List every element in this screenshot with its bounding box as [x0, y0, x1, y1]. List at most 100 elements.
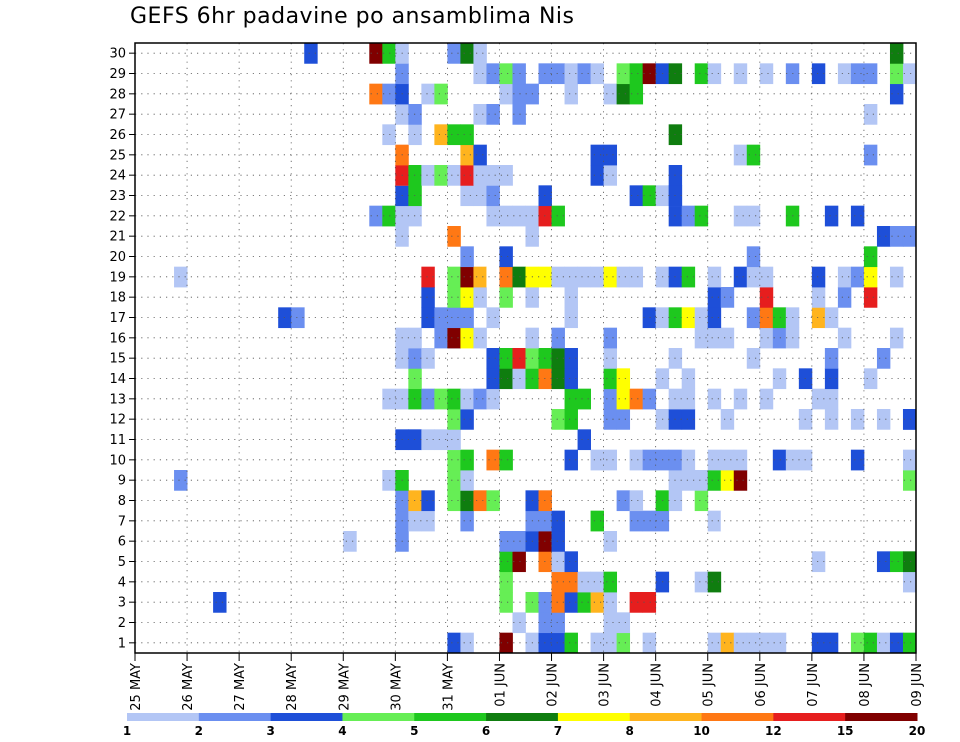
grid-lines [135, 43, 916, 653]
x-tick-label: 28 MAY [285, 663, 300, 711]
heatmap-cell [772, 307, 787, 329]
heatmap-cell [447, 632, 461, 654]
y-tick-label: 13 [109, 392, 126, 407]
heatmap-cell [824, 632, 839, 654]
chart-title: GEFS 6hr padavine po ansamblima Nis [130, 4, 575, 29]
y-tick-label: 3 [118, 596, 126, 611]
heatmap-cell [486, 490, 500, 512]
heatmap-cell [382, 124, 396, 146]
heatmap-cell [460, 490, 474, 512]
heatmap-cell [707, 510, 722, 532]
heatmap-cell [434, 165, 448, 186]
heatmap-cell [499, 571, 513, 593]
heatmap-cell [499, 83, 513, 105]
colorbar-swatch [557, 713, 631, 721]
heatmap-cell [499, 246, 513, 268]
heatmap-cell [681, 388, 696, 410]
heatmap-cell [811, 266, 826, 288]
y-tick-label: 15 [109, 352, 126, 367]
heatmap-cell [772, 368, 787, 390]
heatmap-cell [681, 449, 696, 471]
heatmap-cell [746, 144, 761, 166]
heatmap-cell [473, 165, 487, 186]
y-axis: 1234567891011121314151617181920212223242… [109, 47, 135, 651]
heatmap-cell [603, 531, 618, 552]
heatmap-cell [590, 592, 604, 613]
heatmap-cell [473, 104, 487, 125]
heatmap-cell [694, 307, 709, 329]
heatmap-cell [811, 63, 826, 85]
colorbar-label: 7 [554, 724, 562, 738]
heatmap-cell [486, 388, 500, 410]
heatmap-cell [512, 551, 526, 573]
heatmap-cell [421, 287, 435, 308]
heatmap-cell [460, 510, 474, 532]
heatmap-cell [850, 266, 865, 288]
heatmap-cell [629, 185, 644, 207]
heatmap-cell [603, 165, 618, 186]
heatmap-cell [512, 348, 526, 369]
heatmap-cell [863, 144, 878, 166]
heatmap-cell [369, 83, 383, 105]
y-tick-label: 23 [109, 189, 126, 204]
heatmap-cell [863, 266, 878, 288]
heatmap-cell [564, 592, 578, 613]
heatmap-cell [577, 592, 591, 613]
heatmap-cell [551, 551, 565, 573]
heatmap-cell [746, 266, 761, 288]
heatmap-cell [460, 287, 474, 308]
heatmap-cell [473, 63, 487, 85]
heatmap-cell [694, 327, 709, 349]
heatmap-cell [590, 449, 604, 471]
heatmap-cell [720, 287, 735, 308]
heatmap-cell [772, 632, 787, 654]
heatmap-cell [499, 632, 513, 654]
heatmap-cell [616, 409, 631, 430]
y-tick-label: 26 [109, 128, 126, 143]
heatmap-cell [720, 470, 735, 491]
heatmap-cell [512, 266, 526, 288]
heatmap-cell [876, 348, 891, 369]
heatmap-cell [460, 165, 474, 186]
heatmap-cell [733, 205, 748, 227]
heatmap-cell [642, 592, 657, 613]
heatmap-cell [512, 83, 526, 105]
y-tick-label: 29 [109, 67, 126, 82]
heatmap-cell [447, 307, 461, 329]
heatmap-cell [707, 388, 722, 410]
x-tick-label: 31 MAY [441, 663, 456, 711]
heatmap-cell [733, 449, 748, 471]
heatmap-cell [902, 409, 917, 430]
heatmap-cell [590, 632, 604, 654]
heatmap-cell [447, 287, 461, 308]
heatmap-cell [551, 368, 565, 390]
y-tick-label: 17 [109, 311, 126, 326]
heatmap-cell [850, 409, 865, 430]
heatmap-cell [382, 205, 396, 227]
heatmap-cell [343, 531, 357, 552]
heatmap-cell [707, 63, 722, 85]
heatmap-cell [720, 632, 735, 654]
heatmap-cell [629, 510, 644, 532]
heatmap-cell [577, 388, 591, 410]
heatmap-cell [421, 266, 435, 288]
heatmap-cell [850, 63, 865, 85]
heatmap-cell [772, 449, 787, 471]
heatmap-cell [499, 551, 513, 573]
heatmap-cell [473, 43, 487, 64]
colorbar-swatch [342, 713, 415, 721]
heatmap-cell [447, 429, 461, 451]
heatmap-cell [460, 43, 474, 64]
heatmap-cell [889, 63, 904, 85]
heatmap-cell [577, 63, 591, 85]
heatmap-cell [603, 571, 618, 593]
heatmap-cell [824, 348, 839, 369]
heatmap-cell [746, 205, 761, 227]
x-tick-label: 07 JUN [806, 663, 821, 707]
heatmap-cell [473, 388, 487, 410]
heatmap-cell [759, 63, 774, 85]
colorbar-label: 5 [410, 724, 418, 738]
heatmap-cell [447, 490, 461, 512]
heatmap-cell [486, 165, 500, 186]
